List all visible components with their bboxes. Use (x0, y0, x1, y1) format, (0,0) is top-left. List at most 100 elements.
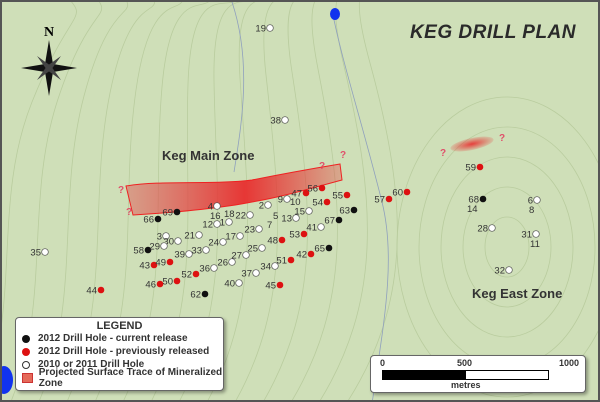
drill-hole-marker[interactable] (317, 223, 325, 231)
drill-hole-48[interactable]: 48 (267, 236, 286, 247)
drill-hole-marker[interactable] (318, 184, 326, 192)
drill-hole-marker[interactable] (479, 195, 487, 203)
drill-hole-marker[interactable] (252, 269, 260, 277)
drill-hole-41[interactable]: 41 (306, 223, 325, 234)
drill-hole-marker[interactable] (283, 195, 291, 203)
drill-hole-marker[interactable] (201, 290, 209, 298)
drill-hole-36[interactable]: 36 (199, 264, 218, 275)
drill-hole-marker[interactable] (287, 256, 295, 264)
drill-hole-46[interactable]: 46 (145, 280, 164, 291)
drill-hole-54[interactable]: 54 (312, 198, 331, 209)
drill-hole-marker[interactable] (235, 279, 243, 287)
drill-hole-13[interactable]: 13 (281, 214, 300, 225)
drill-hole-marker[interactable] (271, 262, 279, 270)
drill-hole-marker[interactable] (210, 264, 218, 272)
drill-hole-marker[interactable] (242, 251, 250, 259)
drill-hole-marker[interactable] (300, 230, 308, 238)
drill-hole-14[interactable]: 14 (467, 204, 478, 215)
drill-hole-marker[interactable] (195, 231, 203, 239)
drill-hole-marker[interactable] (476, 163, 484, 171)
drill-hole-marker[interactable] (174, 237, 182, 245)
drill-hole-31[interactable]: 31 (521, 230, 540, 241)
drill-hole-26[interactable]: 26 (217, 258, 236, 269)
drill-hole-12[interactable]: 12 (202, 220, 221, 231)
drill-hole-marker[interactable] (225, 218, 233, 226)
drill-hole-marker[interactable] (185, 250, 193, 258)
drill-hole-23[interactable]: 23 (244, 225, 263, 236)
drill-hole-marker[interactable] (343, 191, 351, 199)
drill-hole-60[interactable]: 60 (392, 188, 411, 199)
drill-hole-24[interactable]: 24 (208, 238, 227, 249)
drill-hole-marker[interactable] (276, 281, 284, 289)
drill-hole-51[interactable]: 51 (276, 256, 295, 267)
drill-hole-18[interactable]: 18 (224, 209, 235, 220)
drill-hole-50[interactable]: 50 (162, 277, 181, 288)
drill-hole-marker[interactable] (144, 246, 152, 254)
drill-hole-68[interactable]: 68 (468, 195, 487, 206)
drill-hole-33[interactable]: 33 (191, 246, 210, 257)
drill-hole-53[interactable]: 53 (289, 230, 308, 241)
drill-hole-28[interactable]: 28 (477, 224, 496, 235)
drill-hole-marker[interactable] (505, 266, 513, 274)
drill-hole-67[interactable]: 67 (324, 216, 343, 227)
drill-hole-marker[interactable] (488, 224, 496, 232)
drill-hole-marker[interactable] (403, 188, 411, 196)
drill-hole-marker[interactable] (292, 214, 300, 222)
drill-hole-3[interactable]: 3 (157, 232, 170, 243)
drill-hole-69[interactable]: 69 (162, 208, 181, 219)
drill-hole-9[interactable]: 9 (278, 195, 291, 206)
drill-hole-27[interactable]: 27 (231, 251, 250, 262)
drill-hole-52[interactable]: 52 (181, 270, 200, 281)
drill-hole-42[interactable]: 42 (296, 250, 315, 261)
drill-hole-marker[interactable] (202, 246, 210, 254)
drill-hole-17[interactable]: 17 (225, 232, 244, 243)
drill-hole-marker[interactable] (228, 258, 236, 266)
drill-hole-29[interactable]: 29 (149, 242, 168, 253)
drill-hole-marker[interactable] (156, 280, 164, 288)
drill-hole-marker[interactable] (255, 225, 263, 233)
drill-hole-65[interactable]: 65 (314, 244, 333, 255)
drill-hole-marker[interactable] (246, 211, 254, 219)
drill-hole-37[interactable]: 37 (241, 269, 260, 280)
drill-hole-marker[interactable] (219, 238, 227, 246)
drill-hole-marker[interactable] (532, 230, 540, 238)
drill-hole-marker[interactable] (325, 244, 333, 252)
drill-hole-marker[interactable] (307, 250, 315, 258)
drill-hole-2[interactable]: 2 (259, 201, 272, 212)
drill-hole-marker[interactable] (385, 195, 393, 203)
drill-hole-marker[interactable] (192, 270, 200, 278)
drill-hole-marker[interactable] (162, 232, 170, 240)
drill-hole-10[interactable]: 10 (290, 197, 301, 208)
drill-hole-6[interactable]: 6 (528, 196, 541, 207)
drill-hole-marker[interactable] (350, 206, 358, 214)
drill-hole-58[interactable]: 58 (133, 246, 152, 257)
drill-hole-4[interactable]: 4 (208, 202, 221, 213)
drill-hole-marker[interactable] (305, 207, 313, 215)
drill-hole-marker[interactable] (213, 220, 221, 228)
drill-hole-19[interactable]: 19 (255, 24, 274, 35)
drill-hole-45[interactable]: 45 (265, 281, 284, 292)
drill-hole-30[interactable]: 30 (163, 237, 182, 248)
drill-hole-marker[interactable] (264, 201, 272, 209)
drill-hole-21[interactable]: 21 (184, 231, 203, 242)
drill-hole-57[interactable]: 57 (374, 195, 393, 206)
drill-hole-marker[interactable] (97, 286, 105, 294)
drill-hole-25[interactable]: 25 (247, 244, 266, 255)
drill-hole-marker[interactable] (166, 258, 174, 266)
drill-hole-43[interactable]: 43 (139, 261, 158, 272)
drill-hole-56[interactable]: 56 (307, 184, 326, 195)
drill-hole-59[interactable]: 59 (465, 163, 484, 174)
drill-hole-38[interactable]: 38 (270, 116, 289, 127)
drill-hole-11[interactable]: 11 (530, 239, 540, 250)
drill-hole-16[interactable]: 16 (210, 211, 221, 222)
drill-hole-marker[interactable] (41, 248, 49, 256)
drill-hole-marker[interactable] (150, 261, 158, 269)
drill-hole-marker[interactable] (173, 208, 181, 216)
drill-hole-32[interactable]: 32 (494, 266, 513, 277)
drill-hole-marker[interactable] (173, 277, 181, 285)
drill-hole-35[interactable]: 35 (30, 248, 49, 259)
drill-hole-44[interactable]: 44 (86, 286, 105, 297)
drill-hole-49[interactable]: 49 (155, 258, 174, 269)
drill-hole-marker[interactable] (278, 236, 286, 244)
drill-hole-1[interactable]: 1 (220, 218, 233, 229)
